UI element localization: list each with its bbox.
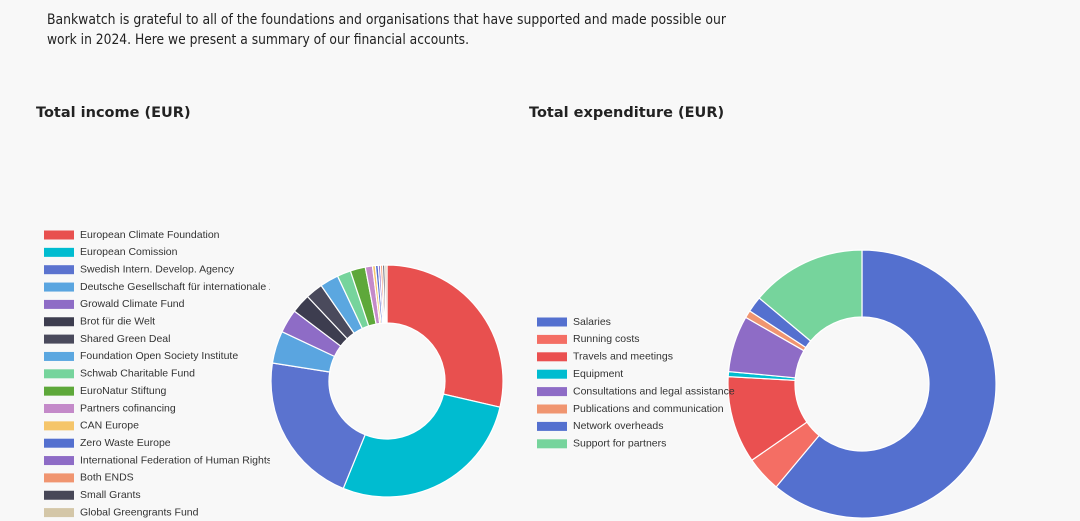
legend-swatch[interactable]	[44, 456, 74, 466]
legend-swatch[interactable]	[44, 247, 74, 257]
donut-slice[interactable]	[270, 362, 366, 490]
legend-label[interactable]: Global Greengrants Fund	[80, 506, 199, 518]
legend-label[interactable]: Consultations and legal assistance	[573, 385, 735, 397]
income-legend: European Climate Foundation European Comi…	[44, 229, 293, 518]
expenditure-chart	[727, 249, 997, 519]
legend-swatch[interactable]	[537, 387, 567, 397]
legend-label[interactable]: European Comission	[80, 246, 178, 258]
legend-swatch[interactable]	[44, 265, 74, 275]
legend-label[interactable]: Partners cofinancing	[80, 402, 176, 414]
legend-label[interactable]: Publications and communication	[573, 403, 724, 415]
legend-label[interactable]: Support for partners	[573, 438, 666, 450]
legend-swatch[interactable]	[44, 334, 74, 344]
legend-label[interactable]: Equipment	[573, 368, 623, 380]
income-chart	[270, 264, 504, 498]
intro-line: work in 2024. Here we present a summary …	[47, 32, 469, 48]
legend-swatch[interactable]	[537, 439, 567, 449]
donut-slice[interactable]	[775, 249, 997, 519]
legend-label[interactable]: Network overheads	[573, 420, 663, 432]
legend-swatch[interactable]	[44, 404, 74, 413]
legend-label[interactable]: Shared Green Deal	[80, 333, 170, 345]
legend-swatch[interactable]	[44, 230, 74, 240]
legend-label[interactable]: Zero Waste Europe	[80, 437, 171, 449]
legend-label[interactable]: CAN Europe	[80, 420, 139, 432]
legend-label[interactable]: Travels and meetings	[573, 351, 673, 363]
legend-swatch[interactable]	[537, 404, 567, 414]
donut-slice[interactable]	[386, 264, 504, 408]
chart-title: Total income (EUR)	[36, 105, 191, 121]
legend-swatch[interactable]	[44, 299, 74, 309]
legend-label[interactable]: Small Grants	[80, 489, 141, 501]
legend-label[interactable]: Foundation Open Society Institute	[80, 350, 238, 362]
legend-label[interactable]: Brot für die Welt	[80, 316, 155, 328]
legend-swatch[interactable]	[44, 421, 74, 431]
chart-title: Total expenditure (EUR)	[529, 105, 724, 121]
legend-swatch[interactable]	[44, 508, 74, 518]
legend-label[interactable]: International Federation of Human Rights	[80, 454, 272, 466]
legend-label[interactable]: Growald Climate Fund	[80, 298, 185, 310]
legend-label[interactable]: European Climate Foundation	[80, 229, 220, 241]
legend-swatch[interactable]	[537, 369, 567, 379]
legend-swatch[interactable]	[537, 352, 567, 362]
legend-swatch[interactable]	[44, 282, 74, 292]
legend-label[interactable]: Running costs	[573, 333, 640, 345]
legend-label[interactable]: Swedish Intern. Develop. Agency	[80, 263, 235, 275]
legend-swatch[interactable]	[44, 386, 74, 396]
legend-swatch[interactable]	[44, 438, 74, 448]
legend-swatch[interactable]	[44, 351, 74, 361]
legend-swatch[interactable]	[44, 490, 74, 500]
legend-swatch[interactable]	[44, 473, 74, 483]
legend-swatch[interactable]	[537, 317, 567, 327]
intro-line: Bankwatch is grateful to all of the foun…	[47, 12, 726, 28]
legend-label[interactable]: EuroNatur Stiftung	[80, 385, 167, 397]
expenditure-legend: Salaries Running costs Travels and meeting…	[537, 316, 735, 450]
legend-swatch[interactable]	[537, 421, 567, 431]
legend-swatch[interactable]	[44, 317, 74, 327]
donut-slice[interactable]	[342, 393, 501, 498]
donut-slice[interactable]	[758, 249, 863, 342]
legend-label[interactable]: Deutsche Gesellschaft für internationale…	[80, 281, 293, 293]
legend-swatch[interactable]	[537, 334, 567, 344]
legend-swatch[interactable]	[44, 369, 74, 379]
legend-label[interactable]: Schwab Charitable Fund	[80, 368, 195, 380]
legend-label[interactable]: Both ENDS	[80, 472, 134, 484]
legend-label[interactable]: Salaries	[573, 316, 611, 328]
donut-slice[interactable]	[384, 264, 388, 324]
